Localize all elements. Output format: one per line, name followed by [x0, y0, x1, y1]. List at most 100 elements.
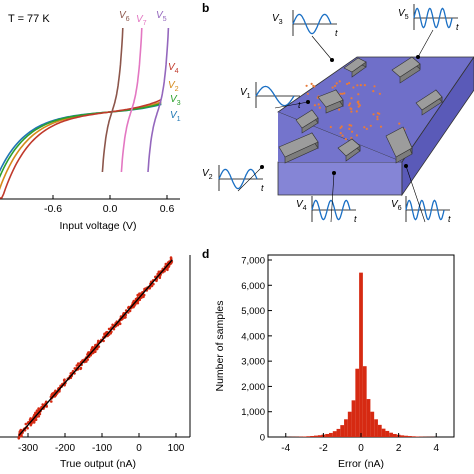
panel-d-y-tick-label: 7,000 [241, 256, 265, 267]
panel-a-label-v5: V5 [156, 10, 167, 23]
histogram-bar [366, 399, 371, 437]
nanoparticle-dot [329, 125, 332, 129]
nanoparticle-dot [356, 84, 359, 87]
scatter-point [86, 358, 89, 361]
panel-d-xlabel: Error (nA) [338, 458, 384, 470]
panel-c-x-tick-label: 100 [168, 443, 185, 454]
panel-d-y-ticks: 0 1,000 2,000 3,000 4,000 5,000 6,000 7,000 [241, 256, 272, 444]
nanoparticle-dot [379, 125, 383, 128]
scatter-point [18, 435, 21, 438]
nanoparticle-dot [350, 97, 353, 100]
electrode-top [415, 89, 443, 111]
scatter-point [136, 293, 139, 297]
panel-c-scatter: -300 -200 -100 0 100 True output (nA) [0, 255, 191, 470]
electrode-top [343, 57, 367, 73]
signal-label-v3: V3 [272, 13, 283, 26]
signal-label-v2: V2 [202, 168, 213, 181]
signal-time-label: t [448, 214, 451, 224]
panel-d-label: d [202, 247, 209, 261]
nanoparticle-dot [318, 106, 321, 109]
signal-contact-dot [404, 164, 408, 168]
histogram-bar [355, 368, 360, 437]
nanoparticle-dot [346, 82, 349, 86]
nanoparticle-dot [357, 102, 360, 105]
histogram-bar [310, 435, 314, 437]
panel-d-y-tick-label: 3,000 [241, 357, 265, 368]
signal-leader [237, 166, 263, 192]
panel-a-label-v4: V4 [168, 62, 179, 75]
electrode-top [391, 56, 421, 78]
histogram-bar [340, 425, 345, 437]
nanoparticle-dot [376, 112, 379, 115]
panel-a-curve-V3 [0, 102, 162, 179]
scatter-point [152, 282, 155, 286]
panel-d-x-tick-label: -2 [319, 443, 328, 454]
nanoparticle-dot [357, 93, 360, 96]
histogram-bar [302, 436, 307, 437]
panel-c-x-tick-label: 0 [136, 443, 142, 454]
signal-label-v1: V1 [240, 87, 251, 100]
nanoparticle-dot [339, 132, 342, 135]
panel-d-x-tick-label: 0 [358, 443, 364, 454]
nanoparticle-dot [348, 104, 351, 107]
signal-leader [330, 172, 335, 223]
signal-leader [417, 29, 434, 58]
panel-a-ticks: -0.6 0.0 0.6 [44, 195, 174, 215]
scatter-point [116, 323, 120, 327]
signal-wave [255, 85, 295, 107]
panel-c-x-tick-label: -300 [18, 443, 38, 454]
nanoparticle-dot [378, 92, 381, 95]
panel-d-x-ticks: -4 -2 0 2 4 [281, 433, 439, 454]
nanoparticle-dot [350, 136, 353, 140]
signal-time-label: t [335, 28, 338, 38]
histogram-bar [377, 424, 382, 437]
nanoparticle-dot [398, 122, 401, 125]
signal-contact-dot [416, 55, 420, 59]
scatter-point [45, 405, 48, 408]
panel-a-x-tick-label: -0.6 [44, 203, 62, 215]
panel-c-ticks: -300 -200 -100 0 100 [18, 433, 185, 454]
signal-wave [311, 199, 351, 221]
signal-wave [413, 7, 453, 29]
nanoparticle-dot [372, 90, 375, 93]
scatter-point [79, 367, 82, 371]
signal-label-v4: V4 [296, 199, 307, 212]
nanoparticle-dot [355, 134, 358, 137]
histogram-bar [389, 432, 393, 437]
temperature-annotation: T = 77 K [8, 13, 50, 25]
panel-d-y-tick-label: 1,000 [241, 407, 265, 418]
scatter-point [169, 256, 173, 259]
signal-leader [311, 35, 333, 61]
signal-contact-dot [332, 171, 336, 175]
nanoparticle-dot [341, 134, 344, 137]
histogram-bar [415, 436, 420, 437]
nanoparticle-dot [338, 108, 341, 111]
panel-d-y-tick-label: 0 [260, 433, 265, 444]
nanoparticle-dot [334, 84, 337, 88]
nanoparticle-dot [350, 110, 353, 113]
histogram-bar [317, 435, 322, 437]
scatter-point [19, 428, 23, 432]
panel-a-label-v7: V7 [136, 14, 147, 27]
histogram-bar [344, 419, 348, 437]
histogram-bar [336, 428, 341, 437]
signal-time-label: t [354, 214, 357, 224]
histogram-bar [404, 435, 409, 437]
panel-a-curve-V6 [101, 27, 124, 173]
histogram-bar [400, 435, 405, 437]
panel-d-y-tick-label: 4,000 [241, 331, 265, 342]
panel-a-xlabel: Input voltage (V) [59, 220, 136, 232]
scatter-point [75, 364, 79, 367]
scatter-point [76, 362, 80, 365]
scatter-point [103, 333, 106, 337]
histogram-bar [329, 432, 333, 437]
histogram-bar [408, 436, 412, 437]
nanoparticle-dot [313, 104, 316, 107]
panel-d-x-tick-label: 2 [396, 443, 402, 454]
histogram-bar [313, 435, 318, 437]
nanoparticle-dot [305, 84, 308, 87]
electrodes [278, 56, 443, 164]
voltage-signals: V3 t V5 t V1 t V2 t V4 t V6 t [202, 4, 459, 224]
